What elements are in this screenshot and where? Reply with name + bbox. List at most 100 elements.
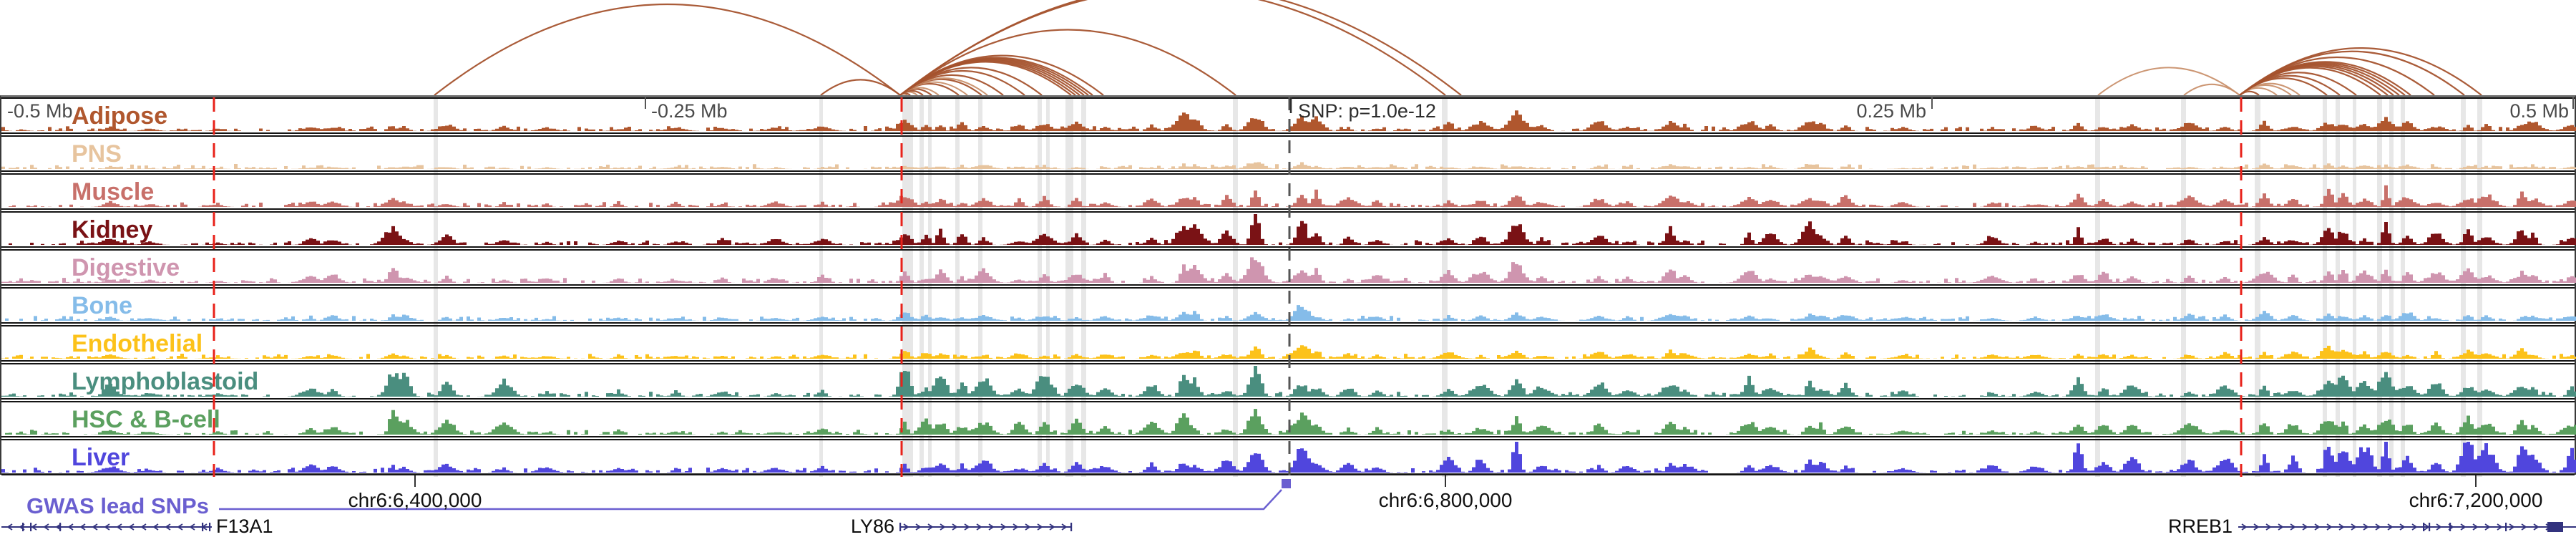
signal-area <box>1 366 2576 397</box>
track-row-bone: Bone <box>1 287 2576 324</box>
gene-strand-arrow <box>140 523 147 531</box>
track-row-endothelial: Endothelial <box>1 325 2576 362</box>
gene-strand-arrow <box>128 523 135 531</box>
gene-strand-arrow <box>988 523 995 531</box>
track-label: PNS <box>72 140 122 168</box>
gene-strand-arrow <box>2533 523 2540 531</box>
signal-area <box>1 345 2576 359</box>
signal-area <box>1 305 2576 321</box>
gene-strand-arrow <box>67 523 74 531</box>
gene-exon-tick <box>59 523 62 531</box>
interaction-arc <box>2183 83 2240 95</box>
gene-strand-arrow <box>2241 523 2248 531</box>
coordinate-label: chr6:6,800,000 <box>1378 489 1513 511</box>
signal-area <box>1 442 2576 473</box>
signal-area <box>1 214 2576 245</box>
gene-strand-arrow <box>915 523 922 531</box>
gene-strand-arrow <box>964 523 970 531</box>
signal-plot <box>1 110 2576 131</box>
scale-label: -0.5 Mb <box>7 100 73 122</box>
coordinate-label: chr6:7,200,000 <box>2409 489 2543 511</box>
gene-strand-arrow <box>903 523 909 531</box>
gene-strand-arrow <box>940 523 946 531</box>
gwas-track-label: GWAS lead SNPs <box>26 493 209 518</box>
interaction-arc <box>2239 47 2482 95</box>
gene-exon-tick <box>202 523 204 531</box>
gene-label-rreb1: RREB1 <box>2167 516 2233 537</box>
coordinate-footer: chr6:6,400,000 chr6:6,800,000 chr6:7,200,0… <box>0 475 2576 537</box>
gene-strand-arrow <box>2472 523 2479 531</box>
track-row-digestive: Digestive <box>1 249 2576 286</box>
signal-area <box>1 409 2576 435</box>
signal-area <box>1 185 2576 207</box>
track-label: Muscle <box>72 178 155 205</box>
gene-strand-arrow <box>43 523 49 531</box>
signal-plot <box>1 162 2576 169</box>
gene-strand-arrow <box>2351 523 2357 531</box>
track-label: Adipose <box>72 102 168 130</box>
track-row-pns: PNS <box>1 135 2576 172</box>
snp-annotation: SNP: p=1.0e-12 <box>1298 100 1436 122</box>
interaction-arcs-layer <box>434 0 2482 95</box>
track-row-liver: Liver <box>1 439 2576 475</box>
gene-strand-arrow <box>2363 523 2369 531</box>
gene-strand-arrow <box>2497 523 2503 531</box>
gene-strand-arrow <box>2436 523 2442 531</box>
gene-label-f13a1: F13A1 <box>216 516 273 537</box>
signal-plot <box>1 214 2576 245</box>
gene-label-ly86: LY86 <box>850 516 894 537</box>
gene-exon-tick <box>2423 523 2425 531</box>
track-row-lymphoblastoid: Lymphoblastoid <box>1 363 2576 400</box>
signal-area <box>1 257 2576 283</box>
gene-strand-arrow <box>189 523 195 531</box>
gene-strand-arrow <box>31 523 37 531</box>
track-row-muscle: Muscle <box>1 173 2576 210</box>
footer-graphics <box>1 475 2576 532</box>
gene-strand-arrow <box>92 523 98 531</box>
signal-plot <box>1 257 2576 283</box>
signal-plot <box>1 442 2576 473</box>
gene-strand-arrow <box>2290 523 2296 531</box>
gene-strand-arrow <box>1000 523 1007 531</box>
gene-exon-box <box>2547 522 2563 532</box>
interaction-arc <box>899 54 1104 95</box>
interaction-arc <box>820 79 901 95</box>
signal-plot <box>1 366 2576 397</box>
track-row-kidney: Kidney <box>1 211 2576 248</box>
gene-strand-arrow <box>2338 523 2345 531</box>
gene-strand-arrow <box>2375 523 2381 531</box>
gene-strand-arrow <box>2521 523 2527 531</box>
gene-strand-arrow <box>1061 523 1068 531</box>
gene-strand-arrow <box>2326 523 2333 531</box>
gene-strand-arrow <box>1037 523 1043 531</box>
gene-strand-arrow <box>2265 523 2272 531</box>
tracks-panel: Adipose PNS Muscle Kidney Digestive Bone Endot… <box>0 95 2576 479</box>
gene-strand-arrow <box>165 523 171 531</box>
gene-strand-arrow <box>2278 523 2284 531</box>
gene-strand-arrow <box>2484 523 2491 531</box>
gwas-leader-line <box>219 489 1282 511</box>
signal-plot <box>1 305 2576 321</box>
gene-strand-arrow <box>976 523 982 531</box>
gene-strand-arrow <box>2314 523 2321 531</box>
gene-strand-arrow <box>6 523 13 531</box>
gene-strand-arrow <box>2411 523 2418 531</box>
gene-exon-tick <box>2505 523 2507 531</box>
scale-label: -0.25 Mb <box>651 100 728 122</box>
gene-strand-arrow <box>2387 523 2394 531</box>
track-label: HSC & B-cell <box>72 406 220 433</box>
gene-exon-tick <box>1070 523 1073 531</box>
gene-exon-tick <box>2429 523 2431 531</box>
track-label: Bone <box>72 292 132 319</box>
gene-strand-arrow <box>1013 523 1019 531</box>
interaction-arc <box>2097 67 2240 95</box>
gene-strand-arrow <box>2399 523 2406 531</box>
gene-exon-tick <box>30 523 32 531</box>
track-label: Kidney <box>72 216 153 243</box>
gene-strand-arrow <box>1049 523 1055 531</box>
gene-strand-arrow <box>2302 523 2308 531</box>
gene-exon-tick <box>899 523 902 531</box>
interaction-arc <box>899 29 1236 95</box>
signal-plot <box>1 409 2576 435</box>
